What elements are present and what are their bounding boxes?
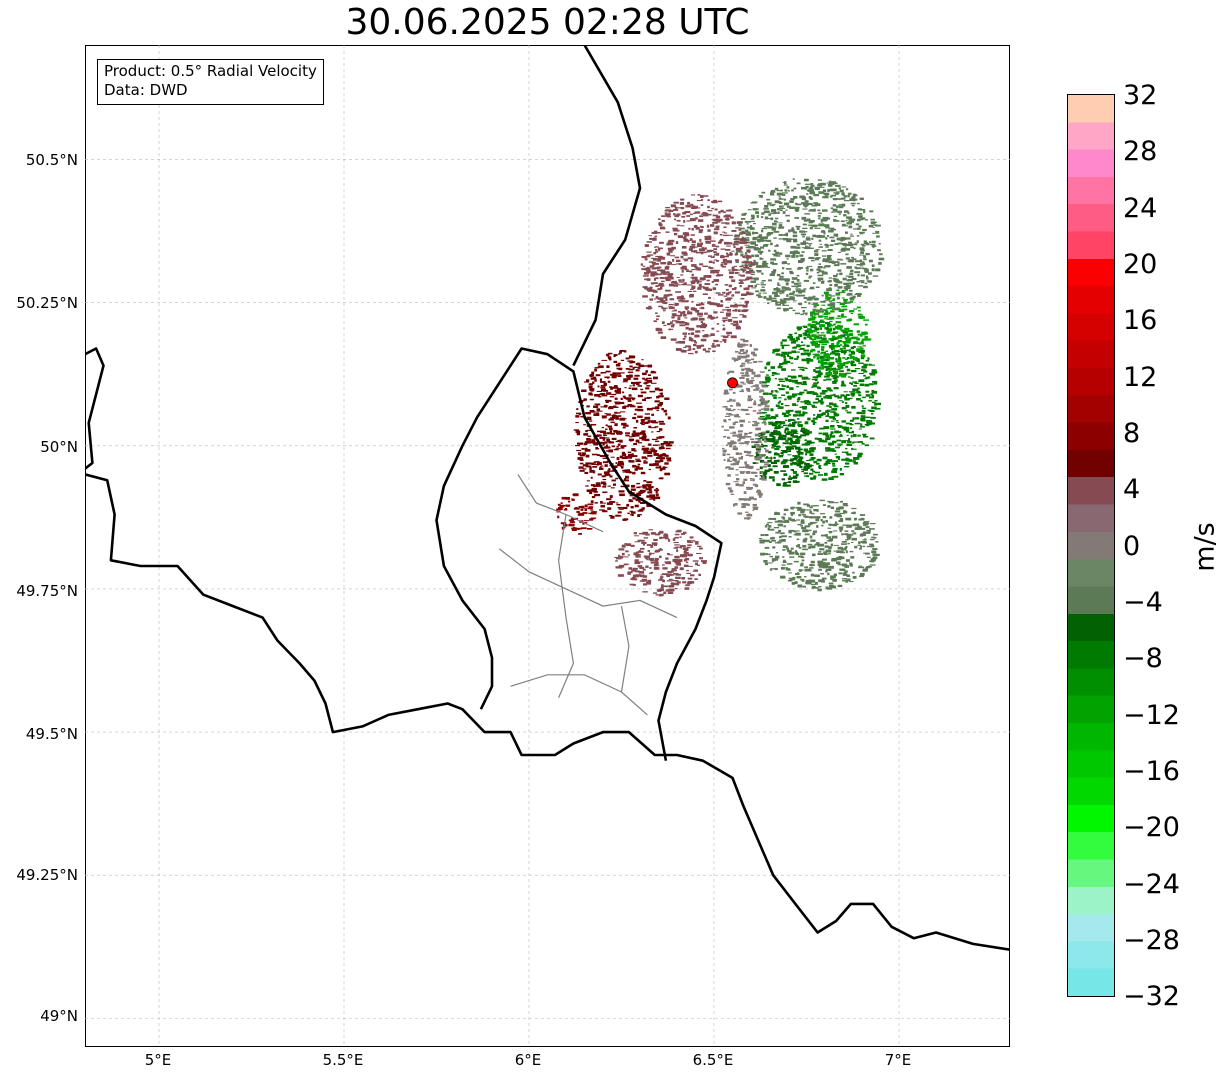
product-info-box: Product: 0.5° Radial Velocity Data: DWD [97, 59, 324, 105]
lat-tick-49.75: 49.75°N [16, 582, 78, 600]
echo-inbound-north [806, 288, 872, 378]
cbar-tick-minus8: −8 [1123, 643, 1163, 674]
cbar-tick-16: 16 [1123, 305, 1158, 336]
district-line-1 [499, 548, 678, 619]
district-line-0 [517, 474, 604, 533]
cbar-tick-24: 24 [1123, 193, 1158, 224]
lat-tick-50.5: 50.5°N [25, 151, 78, 169]
echo-outbound-fringe-n [640, 194, 755, 355]
country-border-1 [85, 473, 1010, 951]
country-borders [85, 45, 1010, 951]
lat-tick-49.5: 49.5°N [25, 725, 78, 743]
gridlines [85, 45, 1010, 1047]
cbar-tick-minus16: −16 [1123, 756, 1180, 787]
radar-map: Product: 0.5° Radial Velocity Data: DWD [85, 45, 1010, 1047]
cbar-tick-8: 8 [1123, 418, 1141, 449]
lat-tick-49.25: 49.25°N [16, 866, 78, 884]
velocity-echoes [556, 178, 885, 597]
lat-tick-50: 50°N [40, 438, 78, 456]
country-border-2 [435, 347, 723, 761]
cbar-tick-minus12: −12 [1123, 700, 1180, 731]
cbar-tick-20: 20 [1123, 249, 1158, 280]
echo-inbound-fringe-ne [732, 178, 885, 316]
product-label: Product: 0.5° Radial Velocity [104, 62, 317, 80]
map-canvas [85, 45, 1010, 1047]
country-border-0 [85, 347, 105, 470]
cbar-tick-4: 4 [1123, 474, 1141, 505]
echo-outbound-fringe-s [614, 529, 707, 597]
lon-tick-6.5: 6.5°E [692, 1051, 734, 1069]
echo-outbound-core [573, 350, 674, 521]
echo-outbound-west [556, 493, 597, 535]
lat-tick-50.25: 50.25°N [16, 294, 78, 312]
cbar-tick-32: 32 [1123, 80, 1158, 111]
echo-inbound-fringe-se [759, 499, 880, 592]
cbar-tick-minus4: −4 [1123, 587, 1163, 618]
cbar-tick-minus28: −28 [1123, 925, 1180, 956]
map-title: 30.06.2025 02:28 UTC [345, 2, 750, 43]
district-line-2 [510, 674, 648, 716]
country-border-3 [572, 45, 642, 367]
cbar-tick-28: 28 [1123, 136, 1158, 167]
district-boundaries [499, 474, 678, 716]
cbar-tick-minus32: −32 [1123, 981, 1180, 1012]
lon-tick-6: 6°E [514, 1051, 542, 1069]
radar-site-layer [727, 377, 738, 389]
lon-tick-5.5: 5.5°E [322, 1051, 364, 1069]
radar-site-marker [727, 377, 738, 389]
echo-inbound-dark [751, 419, 814, 487]
colorbar-unit-label: m/s [1189, 522, 1221, 572]
lat-tick-49: 49°N [40, 1007, 78, 1025]
lon-tick-7: 7°E [884, 1051, 912, 1069]
velocity-colorbar [1067, 94, 1115, 997]
data-source-label: Data: DWD [104, 81, 188, 99]
cbar-tick-0: 0 [1123, 531, 1141, 562]
cbar-tick-minus20: −20 [1123, 812, 1180, 843]
cbar-tick-12: 12 [1123, 362, 1158, 393]
cbar-tick-minus24: −24 [1123, 869, 1180, 900]
district-line-3 [557, 514, 575, 698]
district-line-4 [620, 605, 630, 693]
lon-tick-5: 5°E [144, 1051, 172, 1069]
